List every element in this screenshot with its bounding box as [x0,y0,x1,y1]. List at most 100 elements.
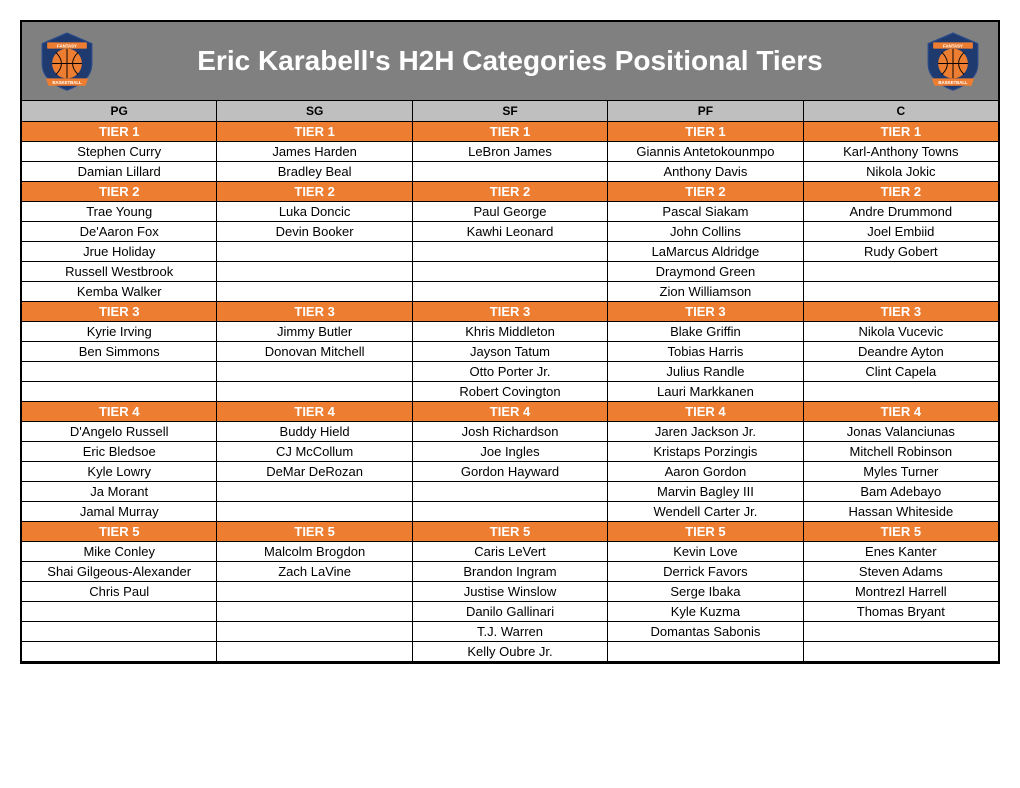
player-name-cell [413,482,608,502]
player-name-cell: Russell Westbrook [22,262,217,282]
position-header-row: PG SG SF PF C [22,101,998,122]
tier-label-cell: TIER 5 [804,522,998,542]
player-name-cell [217,482,412,502]
player-name-cell: Joe Ingles [413,442,608,462]
player-name-cell: Danilo Gallinari [413,602,608,622]
tier-label-cell: TIER 1 [413,122,608,142]
player-name-cell: Chris Paul [22,582,217,602]
player-name-cell: Robert Covington [413,382,608,402]
player-name-cell: Bradley Beal [217,162,412,182]
player-name-cell: Wendell Carter Jr. [608,502,803,522]
player-name-cell: Joel Embiid [804,222,998,242]
player-name-cell: Justise Winslow [413,582,608,602]
player-name-cell [804,282,998,302]
tier-label-cell: TIER 3 [22,302,217,322]
table-row: Kyrie IrvingJimmy ButlerKhris MiddletonB… [22,322,998,342]
player-name-cell: LeBron James [413,142,608,162]
player-name-cell [22,382,217,402]
tier-label-cell: TIER 3 [413,302,608,322]
fantasy-basketball-logo-left: FANTASY BASKETBALL [36,30,98,92]
player-name-cell: T.J. Warren [413,622,608,642]
player-name-cell: Trae Young [22,202,217,222]
player-name-cell [217,622,412,642]
player-name-cell [413,162,608,182]
tier-label-cell: TIER 3 [217,302,412,322]
svg-text:BASKETBALL: BASKETBALL [52,80,82,85]
player-name-cell [804,642,998,662]
tier-label-cell: TIER 2 [413,182,608,202]
table-row: De'Aaron FoxDevin BookerKawhi LeonardJoh… [22,222,998,242]
player-name-cell: Jayson Tatum [413,342,608,362]
player-name-cell: Josh Richardson [413,422,608,442]
tier-label-cell: TIER 1 [22,122,217,142]
player-name-cell: Jimmy Butler [217,322,412,342]
player-name-cell: Damian Lillard [22,162,217,182]
player-name-cell [22,602,217,622]
player-name-cell [22,642,217,662]
position-header-pf: PF [608,101,803,122]
table-row: Mike ConleyMalcolm BrogdonCaris LeVertKe… [22,542,998,562]
player-name-cell: D'Angelo Russell [22,422,217,442]
player-name-cell: Marvin Bagley III [608,482,803,502]
table-row: Russell WestbrookDraymond Green [22,262,998,282]
position-header-c: C [804,101,998,122]
table-row: TIER 3TIER 3TIER 3TIER 3TIER 3 [22,302,998,322]
player-name-cell: Jonas Valanciunas [804,422,998,442]
player-name-cell: Karl-Anthony Towns [804,142,998,162]
position-header-pg: PG [22,101,217,122]
tier-label-cell: TIER 1 [608,122,803,142]
svg-text:BASKETBALL: BASKETBALL [938,80,968,85]
player-name-cell: Kyle Lowry [22,462,217,482]
table-header: FANTASY BASKETBALL Eric Karabell's H2H C… [22,22,998,101]
player-name-cell [413,262,608,282]
player-name-cell [804,622,998,642]
player-name-cell: Lauri Markkanen [608,382,803,402]
player-name-cell: Nikola Vucevic [804,322,998,342]
player-name-cell [413,502,608,522]
player-name-cell: Giannis Antetokounmpo [608,142,803,162]
player-name-cell: Derrick Favors [608,562,803,582]
tier-label-cell: TIER 2 [804,182,998,202]
player-name-cell: Kyrie Irving [22,322,217,342]
table-row: Eric BledsoeCJ McCollumJoe InglesKristap… [22,442,998,462]
player-name-cell: Aaron Gordon [608,462,803,482]
table-row: Kemba WalkerZion Williamson [22,282,998,302]
player-name-cell: Jrue Holiday [22,242,217,262]
player-name-cell: Jamal Murray [22,502,217,522]
player-name-cell: Stephen Curry [22,142,217,162]
table-row: Jrue HolidayLaMarcus AldridgeRudy Gobert [22,242,998,262]
table-row: Ben SimmonsDonovan MitchellJayson TatumT… [22,342,998,362]
tier-label-cell: TIER 4 [804,402,998,422]
player-name-cell: Serge Ibaka [608,582,803,602]
player-name-cell [217,642,412,662]
fantasy-basketball-logo-right: FANTASY BASKETBALL [922,30,984,92]
table-row: Trae YoungLuka DoncicPaul GeorgePascal S… [22,202,998,222]
tier-label-cell: TIER 4 [217,402,412,422]
player-name-cell: Brandon Ingram [413,562,608,582]
table-row: Ja MorantMarvin Bagley IIIBam Adebayo [22,482,998,502]
player-name-cell: Paul George [413,202,608,222]
tier-label-cell: TIER 1 [804,122,998,142]
player-name-cell: Montrezl Harrell [804,582,998,602]
player-name-cell: Andre Drummond [804,202,998,222]
table-row: D'Angelo RussellBuddy HieldJosh Richards… [22,422,998,442]
position-header-sf: SF [413,101,608,122]
player-name-cell: Devin Booker [217,222,412,242]
table-row: TIER 4TIER 4TIER 4TIER 4TIER 4 [22,402,998,422]
player-name-cell: Gordon Hayward [413,462,608,482]
player-name-cell: Blake Griffin [608,322,803,342]
table-row: Robert CovingtonLauri Markkanen [22,382,998,402]
player-name-cell: Kevin Love [608,542,803,562]
tier-label-cell: TIER 5 [608,522,803,542]
player-name-cell: Hassan Whiteside [804,502,998,522]
player-name-cell: Donovan Mitchell [217,342,412,362]
player-name-cell [804,382,998,402]
player-name-cell: Tobias Harris [608,342,803,362]
player-name-cell: Enes Kanter [804,542,998,562]
player-name-cell: Kawhi Leonard [413,222,608,242]
player-name-cell [608,642,803,662]
player-name-cell: Jaren Jackson Jr. [608,422,803,442]
player-name-cell: Thomas Bryant [804,602,998,622]
player-name-cell: Kemba Walker [22,282,217,302]
player-name-cell: Caris LeVert [413,542,608,562]
